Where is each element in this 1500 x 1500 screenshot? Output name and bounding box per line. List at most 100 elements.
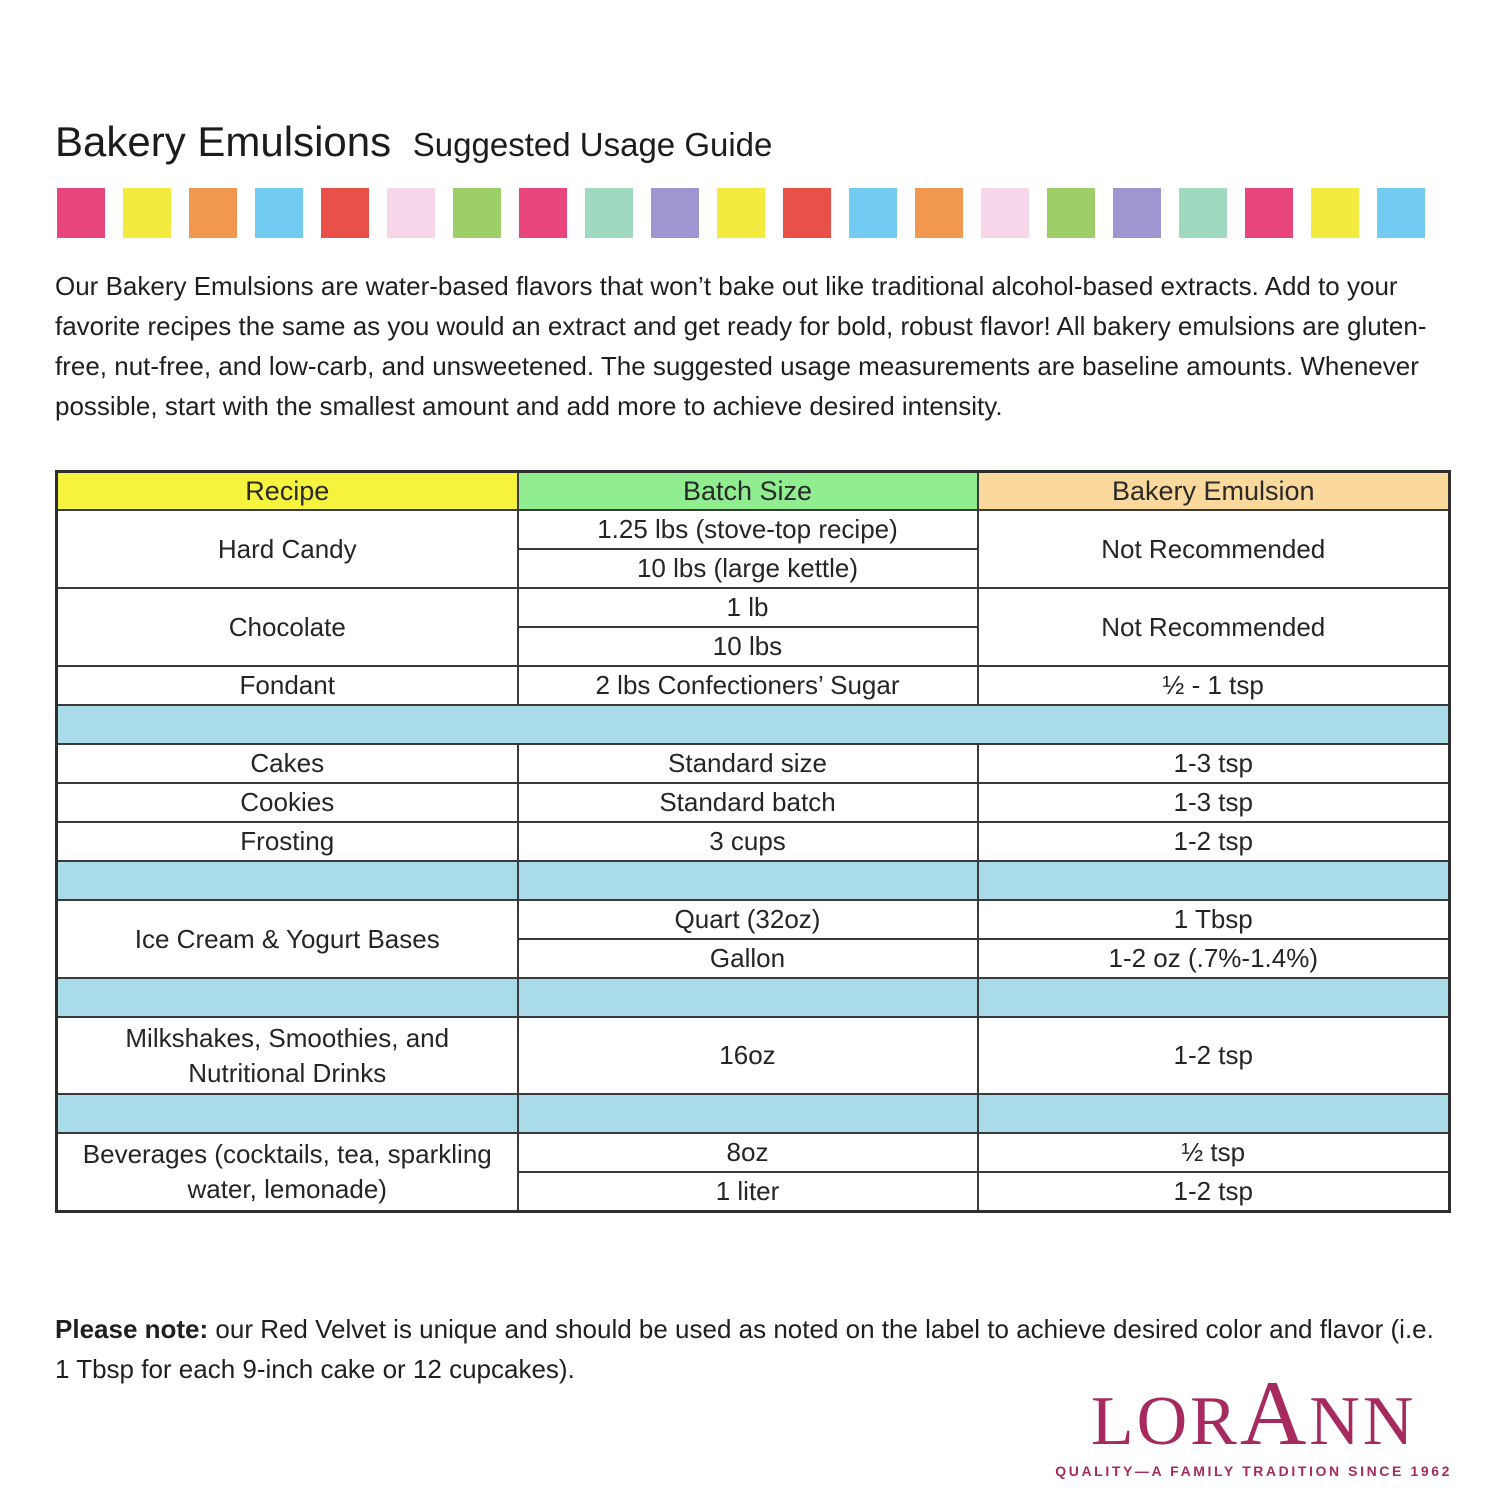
spacer-row (55, 1093, 1451, 1135)
color-swatch (321, 188, 369, 238)
title-subtitle: Suggested Usage Guide (412, 126, 773, 163)
table-header-row: Recipe Batch Size Bakery Emulsion (55, 470, 1451, 512)
emulsion-cell: ½ tsp (976, 1132, 1451, 1174)
batch-cell: 1 lb (516, 587, 979, 629)
emulsion-cell: 1-2 oz (.7%-1.4%) (976, 938, 1451, 980)
batch-cell: 3 cups (516, 821, 979, 863)
spacer-cell (516, 977, 979, 1019)
color-swatch (453, 188, 501, 238)
lorann-logo: LOR A NN QUALITY—A FAMILY TRADITION SINCE … (1055, 1362, 1452, 1479)
intro-paragraph: Our Bakery Emulsions are water-based fla… (55, 271, 1427, 421)
batch-cell: 1.25 lbs (stove-top recipe) (516, 509, 979, 551)
table-row-cookies: Cookies Standard batch 1-3 tsp (55, 782, 1451, 824)
table-row-ice-cream: Ice Cream & Yogurt Bases Quart (32oz) 1 … (55, 899, 1451, 980)
batch-cell: 16oz (516, 1016, 979, 1096)
recipe-cell: Milkshakes, Smoothies, and Nutritional D… (55, 1016, 519, 1096)
emulsion-cell: 1-3 tsp (976, 782, 1451, 824)
color-swatch (1377, 188, 1425, 238)
color-swatch (1245, 188, 1293, 238)
color-swatch (1047, 188, 1095, 238)
table-row-milkshakes: Milkshakes, Smoothies, and Nutritional D… (55, 1016, 1451, 1096)
column-header-recipe: Recipe (55, 470, 519, 512)
footnote-label: Please note: (55, 1313, 209, 1344)
emulsion-cell: 1-3 tsp (976, 743, 1451, 785)
color-swatch (981, 188, 1029, 238)
batch-cell: 10 lbs (516, 626, 979, 668)
spacer-row (55, 704, 1451, 746)
color-swatch (1179, 188, 1227, 238)
table-row-hard-candy-2: 10 lbs (large kettle) (57, 548, 1450, 590)
spacer-cell (516, 1093, 979, 1135)
color-swatch (915, 188, 963, 238)
table-row-hard-candy: Hard Candy 1.25 lbs (stove-top recipe) N… (55, 509, 1451, 590)
recipe-cell: Chocolate (55, 587, 519, 668)
table-row-ice-cream-2: Gallon 1-2 oz (.7%-1.4%) (57, 938, 1451, 980)
color-swatch (651, 188, 699, 238)
logo-word-part: LOR (1090, 1383, 1240, 1460)
usage-table: Recipe Batch Size Bakery Emulsion Hard C… (55, 470, 1451, 1213)
color-swatch (585, 188, 633, 238)
emulsion-cell: 1 Tbsp (976, 899, 1451, 941)
spacer-cell (976, 1093, 1451, 1135)
spacer-cell (55, 977, 519, 1019)
spacer-cell (55, 704, 1451, 746)
recipe-cell: Hard Candy (55, 509, 519, 590)
emulsion-cell: 1-2 tsp (976, 821, 1451, 863)
color-swatch (849, 188, 897, 238)
table-row-fondant: Fondant 2 lbs Confectioners’ Sugar ½ - 1… (55, 665, 1451, 707)
emulsion-cell: 1-2 tsp (976, 1171, 1451, 1213)
column-header-bakery-emulsion: Bakery Emulsion (976, 470, 1451, 512)
batch-cell: Quart (32oz) (516, 899, 979, 941)
logo-word-part: A (1239, 1362, 1310, 1464)
page-title: Bakery Emulsions Suggested Usage Guide (55, 118, 1448, 166)
batch-cell: Standard size (516, 743, 979, 785)
table-row-beverages-2: 1 liter 1-2 tsp (57, 1171, 1451, 1213)
emulsion-cell: ½ - 1 tsp (976, 665, 1451, 707)
table-row-beverages: Beverages (cocktails, tea, sparkling wat… (55, 1132, 1451, 1213)
color-swatch (783, 188, 831, 238)
spacer-cell (516, 860, 979, 902)
color-swatch (189, 188, 237, 238)
logo-wordmark: LOR A NN (1055, 1362, 1452, 1464)
spacer-cell (976, 860, 1451, 902)
table-row-chocolate-2: 10 lbs (57, 626, 1450, 668)
batch-cell: 10 lbs (large kettle) (516, 548, 979, 590)
color-strip (57, 188, 1448, 238)
emulsion-cell: 1-2 tsp (976, 1016, 1451, 1096)
color-swatch (387, 188, 435, 238)
color-swatch (717, 188, 765, 238)
table-row-chocolate: Chocolate 1 lb Not Recommended (55, 587, 1451, 668)
recipe-cell: Cookies (55, 782, 519, 824)
emulsion-cell: Not Recommended (976, 587, 1451, 668)
logo-word-part: NN (1309, 1383, 1417, 1460)
batch-cell: Standard batch (516, 782, 979, 824)
logo-tagline: QUALITY—A FAMILY TRADITION SINCE 1962 (1055, 1463, 1452, 1479)
footnote-text: our Red Velvet is unique and should be u… (55, 1313, 1434, 1384)
recipe-cell: Beverages (cocktails, tea, sparkling wat… (55, 1132, 519, 1213)
recipe-cell: Frosting (55, 821, 519, 863)
recipe-cell: Fondant (55, 665, 519, 707)
batch-cell: 2 lbs Confectioners’ Sugar (516, 665, 979, 707)
color-swatch (1311, 188, 1359, 238)
color-swatch (123, 188, 171, 238)
color-swatch (519, 188, 567, 238)
column-header-batch-size: Batch Size (516, 470, 979, 512)
spacer-cell (55, 860, 519, 902)
table-row-frosting: Frosting 3 cups 1-2 tsp (55, 821, 1451, 863)
batch-cell: 8oz (516, 1132, 979, 1174)
table-row-cakes: Cakes Standard size 1-3 tsp (55, 743, 1451, 785)
title-main: Bakery Emulsions (55, 118, 392, 165)
spacer-row (55, 977, 1451, 1019)
batch-cell: Gallon (516, 938, 979, 980)
emulsion-cell: Not Recommended (976, 509, 1451, 590)
color-swatch (255, 188, 303, 238)
recipe-cell: Ice Cream & Yogurt Bases (55, 899, 519, 980)
spacer-row (55, 860, 1451, 902)
recipe-cell: Cakes (55, 743, 519, 785)
footnote: Please note: our Red Velvet is unique an… (55, 1309, 1453, 1389)
color-swatch (1113, 188, 1161, 238)
spacer-cell (55, 1093, 519, 1135)
spacer-cell (976, 977, 1451, 1019)
color-swatch (57, 188, 105, 238)
